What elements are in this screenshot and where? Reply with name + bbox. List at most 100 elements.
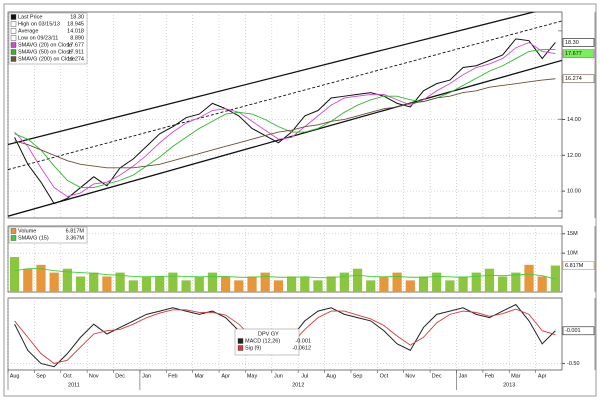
value-tag-label: 6.817M <box>565 263 584 269</box>
legend-label: Low on 09/23/11 <box>18 35 58 41</box>
legend-label: SMAVG (200) on Close <box>18 56 75 62</box>
legend-label: SMAVG (15) <box>18 235 49 241</box>
legend-title: DPV GY <box>258 331 279 337</box>
volume-bar <box>273 280 284 292</box>
volume-bar <box>418 276 429 292</box>
x-tick-label: Jul <box>301 373 308 379</box>
value-tag-label: 16.274 <box>565 76 582 82</box>
year-label: 2013 <box>503 382 515 388</box>
volume-bar <box>194 276 204 292</box>
volume-bar <box>524 264 534 292</box>
value-tag-label: 18.30 <box>565 40 579 46</box>
volume-bar <box>49 272 59 292</box>
y-tick-label: 10.00 <box>567 189 581 195</box>
x-tick-label: Nov <box>89 373 99 379</box>
volume-bar <box>155 276 165 292</box>
legend-swatch <box>10 35 17 41</box>
series-line <box>14 41 556 197</box>
x-tick-label: Apr <box>221 373 230 379</box>
legend-value: -0.001 <box>295 338 311 344</box>
x-tick-label: Oct <box>380 373 389 379</box>
volume-bar <box>286 276 297 292</box>
value-tag-label: 17.677 <box>565 51 582 57</box>
volume-bar <box>9 257 20 292</box>
legend-value: 3.367M <box>66 235 85 241</box>
volume-bar <box>484 268 495 292</box>
volume-bar <box>537 276 547 292</box>
value-tag <box>562 49 595 58</box>
series-line <box>14 268 556 280</box>
value-tag <box>562 261 595 270</box>
volume-bar <box>379 276 389 292</box>
volume-bar <box>260 272 270 292</box>
value-tag <box>562 326 595 336</box>
legend-box <box>8 12 88 65</box>
legend-label: Volume <box>18 228 36 234</box>
legend-swatch <box>237 338 244 344</box>
trend-line <box>8 12 537 146</box>
x-tick-label: Jan <box>459 373 468 379</box>
legend-label: High on 03/15/13 <box>18 21 60 27</box>
volume-bar <box>181 280 191 292</box>
volume-bar <box>36 264 46 292</box>
volume-bar <box>23 268 33 292</box>
panel <box>7 225 563 293</box>
legend-value: -0.0612 <box>292 345 311 351</box>
legend-value: 17.677 <box>67 42 84 48</box>
legend-swatch <box>10 14 17 20</box>
x-tick-label: Aug <box>326 373 336 379</box>
x-tick-label: Aug <box>10 373 20 379</box>
volume-bar <box>168 272 178 292</box>
x-tick-label: Nov <box>405 373 415 379</box>
volume-bar <box>102 276 112 292</box>
legend-swatch <box>10 42 17 48</box>
volume-bar <box>234 280 244 292</box>
volume-bar <box>247 276 257 292</box>
volume-bar <box>300 276 310 292</box>
legend-value: 8.890 <box>70 35 84 41</box>
legend-box <box>234 328 300 356</box>
legend-swatch <box>10 28 17 34</box>
legend-swatch <box>10 49 17 55</box>
year-label: 2011 <box>68 382 80 388</box>
legend-value: 17.911 <box>68 49 84 55</box>
x-tick-label: Mar <box>511 373 521 379</box>
x-tick-label: Oct <box>63 373 72 379</box>
volume-bar <box>445 280 455 292</box>
volume-bar <box>221 276 231 292</box>
volume-bar <box>62 268 72 292</box>
x-tick-label: Mar <box>195 373 205 379</box>
x-tick-label: Jun <box>274 373 283 379</box>
volume-bar <box>313 280 323 292</box>
volume-bar <box>498 276 508 292</box>
legend-swatch <box>10 21 17 27</box>
volume-bar <box>432 272 442 292</box>
volume-bar <box>405 280 415 292</box>
legend-label: MACD (12,26) <box>245 338 280 344</box>
x-tick-label: May <box>247 373 258 379</box>
legend-label: SMAVG (20) on Close <box>18 42 72 48</box>
value-tag <box>562 38 595 47</box>
legend-swatch <box>237 345 244 351</box>
trend-line <box>8 20 562 171</box>
volume-bar <box>115 272 125 292</box>
legend-label: Sig (9) <box>245 345 261 351</box>
legend-box <box>8 226 88 244</box>
legend-value: 18.945 <box>67 21 84 27</box>
x-tick-label: Dec <box>432 373 442 379</box>
x-tick-label: Feb <box>168 373 177 379</box>
legend-label: Average <box>18 28 38 34</box>
legend-swatch <box>10 56 17 62</box>
panel <box>7 11 563 219</box>
volume-bar <box>366 280 376 292</box>
y-tick-label: 14.00 <box>567 117 581 123</box>
y-tick-label: 10M <box>567 251 578 257</box>
y-tick-label: 12.00 <box>567 153 581 159</box>
volume-bar <box>352 268 363 292</box>
y-tick-label: -0.50 <box>567 361 580 367</box>
volume-bar <box>141 276 152 292</box>
value-tag-label: -0.001 <box>565 328 581 334</box>
volume-bar <box>471 272 481 292</box>
x-tick-label: Sep <box>36 373 46 379</box>
